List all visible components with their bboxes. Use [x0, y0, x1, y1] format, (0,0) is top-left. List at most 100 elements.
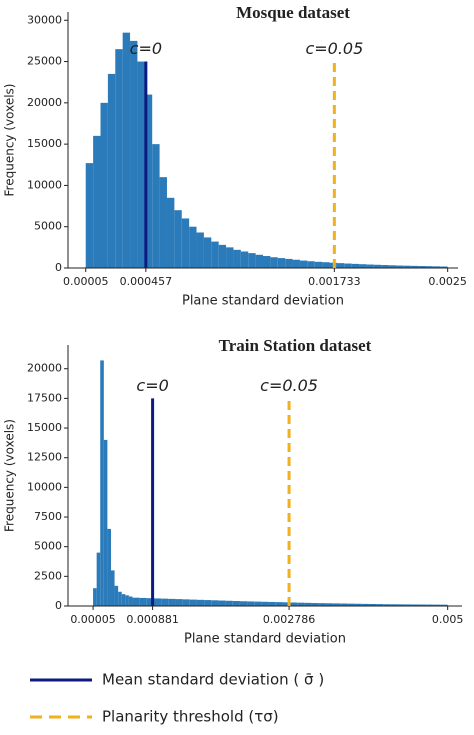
bar [100, 360, 104, 606]
marker-label: c=0 [136, 376, 168, 395]
bar [322, 262, 330, 268]
bar [381, 265, 389, 268]
bar [161, 598, 169, 606]
bar [152, 144, 160, 268]
bar [395, 265, 404, 268]
bar [225, 600, 233, 606]
bar [340, 603, 348, 606]
bar [240, 251, 249, 268]
bar [261, 601, 269, 606]
bar [85, 163, 94, 268]
bar [226, 247, 234, 268]
bar [107, 73, 116, 268]
bar [103, 439, 108, 606]
y-tick-label: 20000 [27, 362, 62, 375]
bar [125, 595, 129, 606]
bar [196, 232, 204, 268]
y-tick-label: 10000 [27, 178, 62, 191]
bar [107, 528, 111, 606]
x-tick-label: 0.000881 [126, 613, 179, 626]
y-tick-label: 17500 [27, 391, 62, 404]
bar [418, 266, 426, 268]
y-tick-label: 30000 [27, 13, 62, 26]
bar [390, 604, 398, 606]
bar [290, 602, 298, 606]
bar [359, 264, 367, 268]
bar [432, 266, 441, 268]
bar [351, 263, 360, 268]
bar [122, 32, 131, 269]
bar [292, 259, 300, 268]
bar [307, 261, 315, 268]
bar [139, 597, 147, 606]
bar [218, 244, 227, 268]
bar [181, 218, 190, 268]
chart-title: Mosque dataset [236, 3, 350, 22]
bar [254, 601, 262, 606]
x-tick-label: 0.002786 [263, 613, 316, 626]
bar [404, 604, 412, 606]
y-tick-label: 0 [55, 261, 62, 274]
bar [366, 264, 374, 268]
bar [425, 266, 433, 268]
bar [347, 603, 355, 606]
bar [189, 226, 197, 268]
x-tick-label: 0.001733 [308, 275, 361, 288]
marker-label: c=0.05 [260, 376, 318, 395]
y-tick-label: 0 [55, 599, 62, 612]
bar [376, 604, 384, 606]
bar [419, 604, 427, 606]
bar [270, 257, 278, 268]
bar [354, 603, 362, 606]
bar [232, 601, 240, 606]
bar [411, 604, 420, 606]
bar [146, 598, 154, 606]
y-tick-label: 25000 [27, 55, 62, 68]
bar [314, 261, 323, 268]
y-tick-label: 10000 [27, 480, 62, 493]
bar [325, 603, 334, 606]
y-tick-label: 15000 [27, 137, 62, 150]
bar [239, 601, 248, 606]
legend-label: Mean standard deviation ( σ̄ ) [102, 671, 324, 689]
y-axis-label: Frequency (voxels) [3, 84, 17, 197]
x-tick-label: 0.00005 [63, 275, 109, 288]
bar [248, 253, 256, 268]
y-tick-label: 20000 [27, 96, 62, 109]
bar [204, 600, 212, 606]
bar [268, 601, 276, 606]
bar [159, 177, 167, 268]
bar [128, 596, 133, 606]
bar [110, 570, 115, 606]
chart-title: Train Station dataset [219, 336, 372, 355]
bar [137, 61, 145, 268]
x-tick-label: 0.005 [432, 613, 464, 626]
bar [388, 265, 396, 268]
y-tick-label: 15000 [27, 421, 62, 434]
bar [275, 602, 283, 606]
bar [318, 603, 326, 606]
bar [361, 603, 369, 606]
bar [196, 599, 205, 606]
x-axis-label: Plane standard deviation [182, 294, 344, 309]
y-tick-label: 5000 [34, 540, 62, 553]
bar [93, 135, 101, 268]
marker-label: c=0.05 [305, 39, 363, 58]
bar [168, 598, 176, 606]
bar [132, 597, 140, 606]
y-tick-label: 2500 [34, 569, 62, 582]
bar [100, 102, 108, 268]
bar [426, 604, 434, 606]
y-tick-label: 12500 [27, 451, 62, 464]
bar [130, 40, 138, 268]
bar [233, 249, 241, 268]
bar [255, 254, 263, 268]
bar [121, 594, 126, 606]
bar [247, 601, 255, 606]
bar [368, 603, 377, 606]
bar [433, 604, 441, 606]
legend-label: Planarity threshold (τσ) [102, 708, 279, 726]
bar [403, 265, 411, 268]
bar [410, 265, 419, 268]
bar [118, 591, 122, 606]
